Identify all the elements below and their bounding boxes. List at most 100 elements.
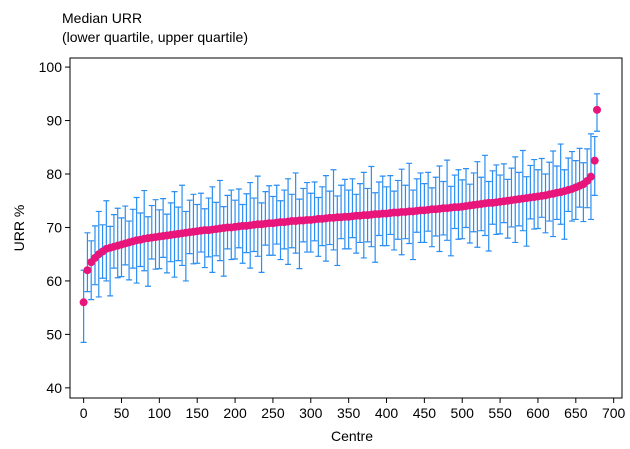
error-bar (110, 214, 117, 269)
error-bar (519, 149, 526, 232)
error-bar (186, 199, 193, 255)
y-tick-label: 60 (46, 273, 62, 289)
error-bar (428, 187, 435, 248)
median-point (586, 172, 595, 181)
error-bar (300, 187, 307, 243)
error-bar (179, 184, 186, 267)
error-bar (144, 216, 151, 287)
error-bar (292, 172, 299, 254)
error-bar (330, 169, 337, 251)
error-bar (527, 164, 534, 220)
error-bar (277, 200, 284, 261)
error-bar (375, 181, 382, 237)
x-tick-label: 700 (602, 405, 626, 421)
error-bar (451, 174, 458, 230)
error-bar (107, 225, 114, 297)
error-bar (258, 202, 265, 273)
median-point (79, 298, 88, 307)
error-bar (489, 170, 496, 225)
error-bar (122, 205, 129, 266)
error-bar (262, 191, 269, 246)
x-tick-label: 250 (261, 405, 285, 421)
x-tick-label: 0 (80, 405, 88, 421)
error-bar (235, 188, 242, 249)
y-tick-label: 70 (46, 219, 62, 235)
error-bar (500, 163, 507, 224)
error-bar (561, 169, 568, 240)
x-tick-label: 50 (114, 405, 130, 421)
error-bar (444, 159, 451, 241)
median-point (593, 105, 602, 114)
error-bar (368, 165, 375, 248)
x-tick-label: 500 (451, 405, 475, 421)
error-bar (224, 194, 231, 250)
error-bar (148, 204, 155, 260)
error-bar (220, 206, 227, 277)
error-bar (580, 162, 587, 223)
error-bar (141, 189, 148, 272)
error-bar (406, 162, 413, 245)
x-tick-label: 400 (375, 405, 399, 421)
y-tick-label: 40 (46, 380, 62, 396)
y-axis-label: URR % (11, 205, 27, 252)
error-bar (463, 168, 470, 229)
error-bar (349, 178, 356, 239)
error-bar (239, 203, 246, 264)
error-bar (481, 154, 488, 237)
error-bar (485, 180, 492, 252)
error-bar (372, 192, 379, 263)
x-tick-label: 650 (564, 405, 588, 421)
y-tick-label: 50 (46, 326, 62, 342)
error-bar (216, 179, 223, 262)
median-point (83, 266, 92, 275)
error-bar (538, 157, 545, 218)
x-tick-label: 100 (148, 405, 172, 421)
error-bar (576, 147, 583, 208)
error-bar (273, 184, 280, 245)
x-axis-label: Centre (331, 428, 373, 444)
chart-subtitle: (lower quartile, upper quartile) (62, 29, 248, 45)
error-bar (466, 183, 473, 244)
error-bar (387, 175, 394, 236)
error-bar (103, 200, 110, 282)
error-bar (413, 178, 420, 233)
error-bar (296, 198, 303, 270)
error-bar (182, 210, 189, 282)
error-bar (334, 195, 341, 267)
y-tick-label: 80 (46, 166, 62, 182)
error-bar (338, 184, 345, 240)
x-tick-label: 350 (337, 405, 361, 421)
error-bar (353, 193, 360, 254)
x-tick-label: 550 (488, 405, 512, 421)
error-bar (160, 197, 167, 259)
x-tick-label: 200 (223, 405, 247, 421)
error-bar (425, 171, 432, 232)
error-bar (201, 208, 208, 269)
error-bar (557, 143, 564, 225)
x-tick-label: 300 (299, 405, 323, 421)
error-bar (410, 189, 417, 261)
error-bar (197, 192, 204, 253)
y-tick-label: 100 (39, 59, 63, 75)
error-bar (80, 269, 87, 344)
plot-frame (69, 57, 623, 399)
error-bar (126, 220, 133, 281)
error-bar (523, 176, 530, 247)
chart-title: Median URR (62, 10, 142, 26)
error-bar (391, 190, 398, 251)
error-bar (447, 185, 454, 257)
error-bar (504, 178, 511, 239)
error-bar (591, 135, 598, 196)
error-bar (565, 157, 572, 213)
median-point (590, 156, 599, 165)
error-bar (311, 181, 318, 242)
x-tick-label: 450 (413, 405, 437, 421)
error-bar (163, 213, 170, 274)
error-bar (254, 175, 261, 257)
error-bar (542, 173, 549, 234)
x-tick-label: 150 (186, 405, 210, 421)
error-bar (315, 196, 322, 257)
x-tick-label: 600 (526, 405, 550, 421)
y-tick-label: 90 (46, 113, 62, 129)
